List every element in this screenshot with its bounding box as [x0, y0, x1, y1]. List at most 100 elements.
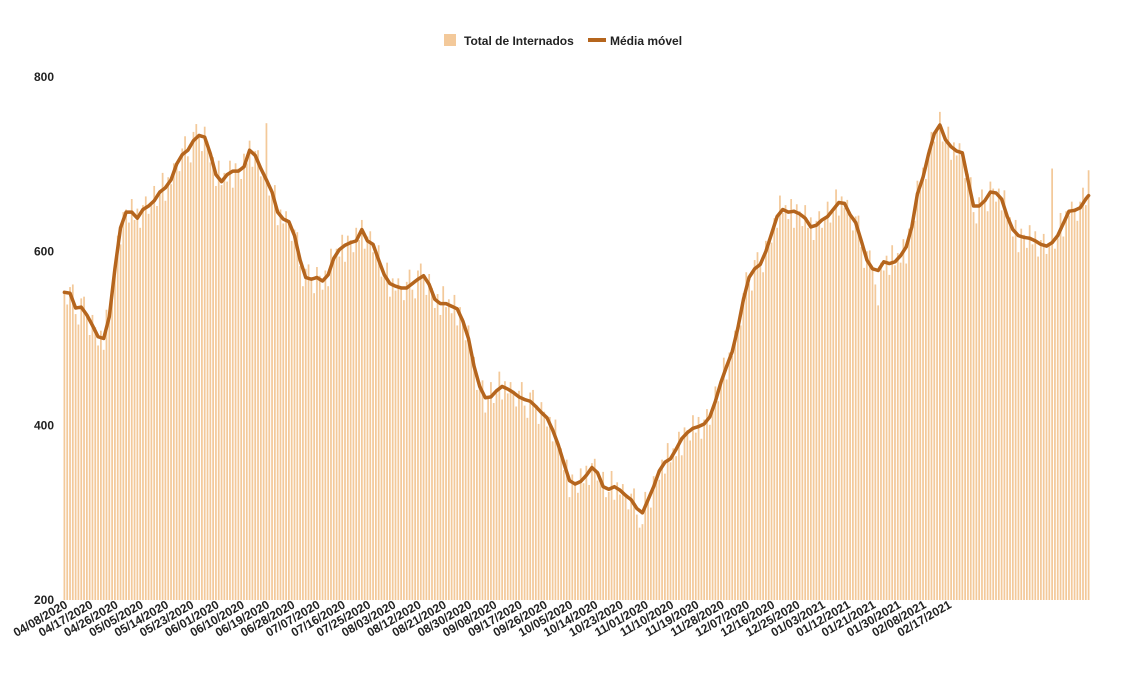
bar — [835, 189, 837, 600]
bar — [111, 287, 113, 600]
bar — [582, 483, 585, 600]
bar — [240, 178, 243, 601]
bar — [882, 270, 885, 600]
bar — [955, 155, 958, 600]
bar — [257, 150, 259, 600]
bar — [386, 262, 388, 600]
bar — [307, 264, 310, 600]
bar — [403, 300, 405, 600]
bar — [644, 491, 647, 600]
bar — [596, 480, 599, 600]
bar — [795, 204, 798, 600]
bar — [1003, 190, 1006, 600]
bar — [571, 474, 574, 600]
bar — [852, 230, 854, 600]
bar — [551, 441, 554, 600]
bar — [1059, 212, 1062, 601]
bar — [167, 177, 170, 601]
bar — [1087, 170, 1090, 600]
bar — [680, 455, 683, 600]
y-tick-label: 400 — [34, 419, 54, 433]
bar — [815, 220, 818, 600]
bar — [226, 181, 229, 600]
bar — [470, 357, 473, 600]
bar — [203, 126, 206, 600]
bar — [251, 166, 254, 600]
bar — [683, 427, 686, 600]
bar — [534, 408, 537, 600]
bar — [1011, 236, 1014, 600]
bar — [231, 187, 234, 600]
bar — [515, 406, 518, 600]
bar — [125, 209, 128, 601]
bar — [540, 402, 543, 600]
bar — [703, 419, 706, 600]
bar — [206, 141, 209, 600]
bar — [736, 326, 739, 600]
bar — [97, 345, 99, 600]
bar — [512, 390, 515, 600]
bar — [706, 409, 708, 600]
bar — [1040, 240, 1042, 600]
bar — [568, 497, 571, 600]
bar — [767, 239, 770, 600]
bar — [880, 262, 882, 600]
bar — [866, 251, 868, 600]
bar — [633, 488, 635, 600]
bar — [476, 389, 478, 600]
bar — [215, 185, 217, 600]
bar — [147, 213, 150, 600]
bar — [972, 212, 975, 601]
bar — [849, 212, 851, 601]
bar — [678, 431, 680, 600]
bar — [304, 268, 307, 600]
bar — [983, 202, 986, 600]
bar — [450, 313, 453, 600]
bar — [734, 330, 736, 600]
bar — [787, 219, 790, 600]
bar — [1045, 253, 1048, 600]
bar — [953, 142, 955, 601]
bar — [961, 151, 964, 600]
bar — [352, 252, 355, 600]
bar — [1000, 210, 1003, 600]
bar — [748, 283, 750, 600]
bar — [80, 298, 83, 600]
bar — [464, 340, 467, 600]
bar — [939, 111, 941, 601]
bar — [823, 217, 826, 600]
bar — [759, 266, 762, 600]
bar — [105, 309, 108, 600]
bar — [557, 448, 560, 600]
legend-bar-swatch — [444, 34, 456, 46]
bar — [523, 405, 526, 600]
bar — [874, 284, 877, 600]
bar — [411, 289, 414, 600]
bar — [217, 160, 220, 600]
bar — [585, 465, 588, 600]
bar — [436, 294, 439, 600]
bar — [997, 188, 1000, 600]
bar — [91, 314, 94, 600]
bar — [400, 286, 402, 600]
bar — [579, 468, 582, 600]
legend-label-bars: Total de Internados — [464, 34, 574, 48]
bar — [419, 263, 422, 600]
bar — [172, 163, 175, 601]
bar — [223, 172, 226, 600]
bar — [397, 278, 400, 600]
bar — [905, 263, 908, 600]
bar — [262, 172, 265, 600]
bar — [868, 250, 871, 600]
bar — [1079, 201, 1082, 600]
bar — [459, 307, 461, 600]
bar — [198, 137, 200, 600]
bar — [445, 307, 447, 600]
bar — [655, 475, 658, 600]
bar — [245, 163, 248, 601]
bar — [318, 275, 321, 600]
bar — [63, 290, 66, 600]
bar — [647, 501, 649, 600]
bar — [139, 227, 142, 601]
